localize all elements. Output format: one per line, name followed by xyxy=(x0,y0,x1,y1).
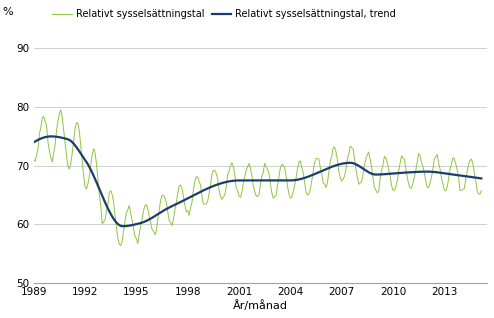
Relativt sysselsättningstal xyxy=(478,189,484,193)
Legend: Relativt sysselsättningstal, Relativt sysselsättningstal, trend: Relativt sysselsättningstal, Relativt sy… xyxy=(52,9,396,19)
Relativt sysselsättningstal, trend xyxy=(48,135,54,138)
Text: %: % xyxy=(2,7,13,17)
Relativt sysselsättningstal, trend xyxy=(279,178,285,182)
Relativt sysselsättningstal, trend xyxy=(478,176,484,180)
Relativt sysselsättningstal xyxy=(31,157,37,161)
Relativt sysselsättningstal, trend xyxy=(121,224,126,228)
Relativt sysselsättningstal, trend xyxy=(461,174,467,178)
Line: Relativt sysselsättningstal, trend: Relativt sysselsättningstal, trend xyxy=(34,136,481,226)
Relativt sysselsättningstal xyxy=(307,187,313,191)
Relativt sysselsättningstal xyxy=(58,108,64,112)
Relativt sysselsättningstal, trend xyxy=(336,162,342,166)
Relativt sysselsättningstal xyxy=(333,150,339,154)
Relativt sysselsättningstal, trend xyxy=(42,135,48,139)
Relativt sysselsättningstal xyxy=(279,162,285,166)
Relativt sysselsättningstal, trend xyxy=(333,163,339,167)
Relativt sysselsättningstal, trend xyxy=(307,174,313,178)
Relativt sysselsättningstal xyxy=(118,244,124,248)
X-axis label: År/månad: År/månad xyxy=(233,300,288,311)
Relativt sysselsättningstal xyxy=(336,169,342,173)
Relativt sysselsättningstal xyxy=(461,187,467,190)
Line: Relativt sysselsättningstal: Relativt sysselsättningstal xyxy=(34,110,481,246)
Relativt sysselsättningstal xyxy=(42,120,48,124)
Relativt sysselsättningstal, trend xyxy=(31,140,37,144)
